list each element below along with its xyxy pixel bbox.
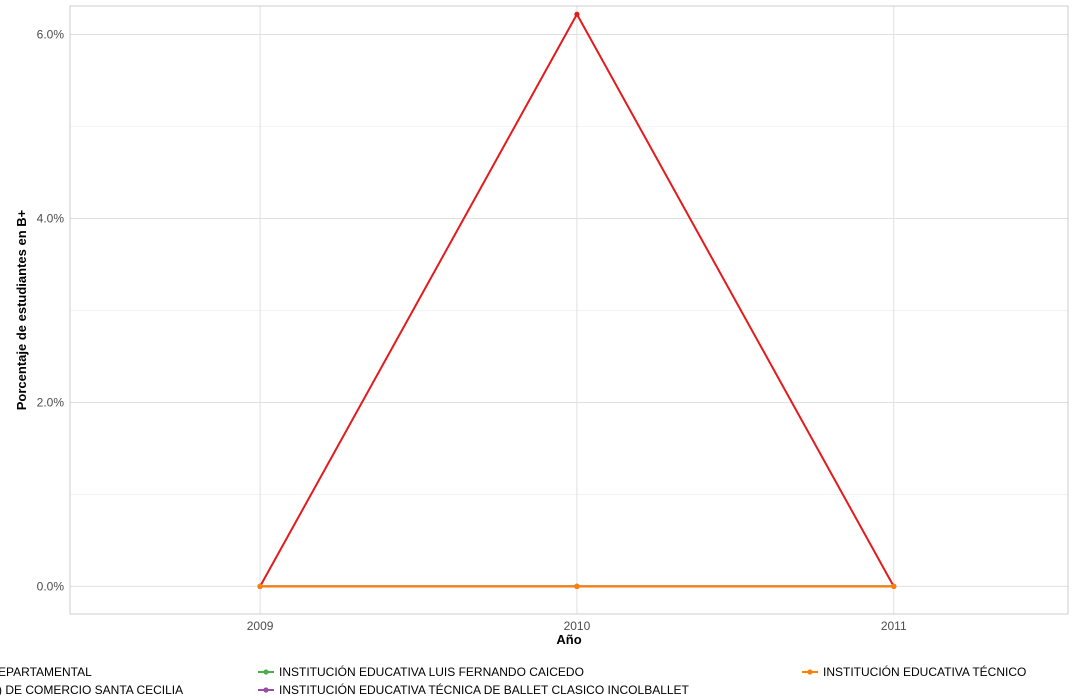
y-tick-label: 0.0%	[37, 579, 65, 593]
legend-label: INSTITUCIÓN EDUCATIVA LUIS FERNANDO CAIC…	[279, 664, 584, 679]
x-tick-label: 2009	[247, 619, 274, 633]
legend-key-point	[263, 687, 269, 693]
y-tick-label: 6.0%	[37, 28, 65, 42]
y-tick-label: 2.0%	[37, 395, 65, 409]
legend-label: ) DE COMERCIO SANTA CECILIA	[0, 683, 183, 697]
legend-key-point	[263, 669, 269, 675]
y-axis: 0.0% 2.0% 4.0% 6.0%	[37, 28, 65, 594]
x-tick-label: 2010	[564, 619, 591, 633]
data-point	[891, 583, 897, 590]
data-point	[574, 11, 580, 17]
panel-border	[69, 5, 1069, 615]
legend-key-point	[807, 669, 813, 675]
grid	[70, 6, 1068, 614]
y-axis-title: Porcentaje de estudiantes en B+	[14, 209, 29, 410]
legend-label: INSTITUCIÓN EDUCATIVA TÉCNICA DE BALLET …	[279, 682, 690, 697]
data-point	[257, 583, 263, 590]
x-axis: 2009 2010 2011	[247, 619, 907, 633]
x-tick-label: 2011	[881, 619, 907, 633]
y-tick-label: 4.0%	[37, 211, 65, 225]
x-axis-title: Año	[556, 632, 581, 647]
series-layer	[257, 11, 897, 590]
legend-label: EPARTAMENTAL	[0, 665, 92, 679]
legend-label: INSTITUCIÓN EDUCATIVA TÉCNICO	[823, 664, 1026, 679]
data-point	[574, 583, 580, 590]
legend: EPARTAMENTAL ) DE COMERCIO SANTA CECILIA I…	[0, 664, 1026, 697]
